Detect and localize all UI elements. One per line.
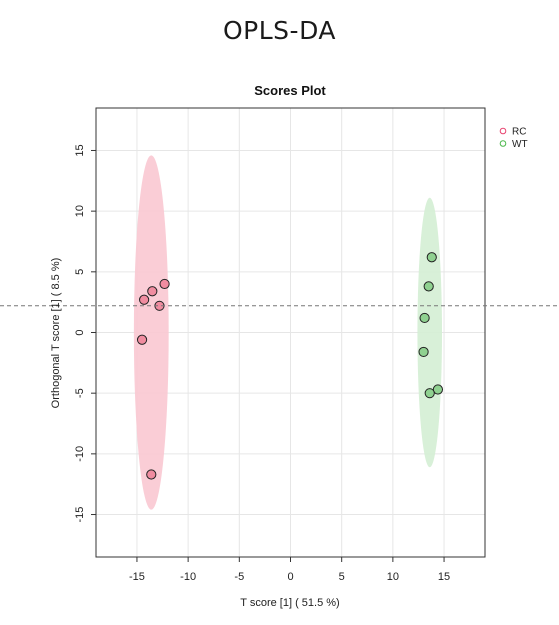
data-point-rc [147, 286, 158, 297]
y-tick-label: -5 [74, 388, 86, 398]
x-tick-label: -15 [129, 571, 145, 583]
x-tick-label: 15 [438, 571, 450, 583]
confidence-ellipse-wt [417, 197, 443, 468]
data-point-wt [423, 281, 434, 292]
data-point-wt [419, 312, 430, 324]
chart-title: Scores Plot [254, 83, 326, 98]
data-point-wt [424, 388, 435, 399]
data-point-rc [139, 294, 150, 305]
y-tick-label: 0 [74, 329, 86, 335]
x-tick-label: -5 [234, 571, 244, 583]
data-point-rc [159, 278, 170, 290]
y-tick-label: 15 [74, 144, 86, 156]
confidence-ellipse-rc [133, 155, 169, 510]
legend-marker-rc [499, 127, 507, 135]
y-tick-label: -15 [74, 507, 86, 523]
y-tick-label: 10 [74, 205, 86, 217]
legend-label-rc: RC [512, 127, 526, 138]
y-tick-label: 5 [74, 269, 86, 275]
x-tick-label: 0 [287, 571, 293, 583]
legend-label-wt: WT [512, 139, 528, 150]
page-title: OPLS-DA [223, 16, 336, 45]
x-tick-label: -10 [180, 571, 196, 583]
data-point-rc [136, 334, 148, 345]
data-point-wt [426, 252, 437, 263]
y-axis-label: Orthogonal T score [1] ( 8.5 %) [50, 258, 62, 409]
y-tick-label: -10 [74, 446, 86, 462]
x-axis-label: T score [1] ( 51.5 %) [240, 597, 339, 609]
data-point-wt [418, 346, 429, 358]
legend-marker-wt [499, 140, 507, 147]
x-tick-label: 5 [339, 571, 345, 583]
data-point-wt [432, 384, 444, 395]
data-point-rc [146, 469, 157, 480]
x-tick-label: 10 [387, 571, 399, 583]
